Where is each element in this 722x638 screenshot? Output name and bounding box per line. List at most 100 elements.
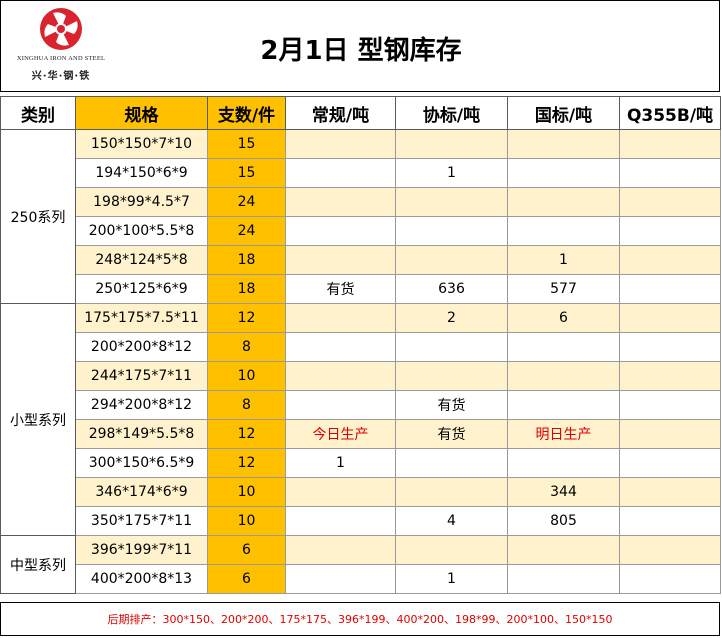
regular-cell [285,506,396,536]
table-row: 194*150*6*9 15 1 [1,158,721,188]
q355b-cell [619,419,721,449]
qty-cell: 8 [207,332,286,362]
association-standard-cell: 4 [395,506,508,536]
spec-cell: 396*199*7*11 [75,535,208,565]
regular-cell: 今日生产 [285,419,396,449]
table-row: 298*149*5.5*8 12 今日生产 有货 明日生产 [1,419,721,449]
table-row: 400*200*8*13 6 1 [1,564,721,594]
national-standard-cell [507,187,620,217]
q355b-cell [619,274,721,304]
table-row: 小型系列 175*175*7.5*11 12 2 6 [0,303,721,536]
national-standard-cell: 1 [507,245,620,275]
table-row: 200*100*5.5*8 24 [1,216,721,246]
q355b-cell [619,361,721,391]
qty-cell: 6 [207,564,286,594]
table-row: 250*125*6*9 18 有货 636 577 [1,274,721,304]
table-row: 350*175*7*11 10 4 805 [1,506,721,536]
table-row: 300*150*6.5*9 12 1 [1,448,721,478]
regular-cell [285,187,396,217]
qty-cell: 6 [207,535,286,565]
category-cell: 250系列 [0,129,76,304]
national-standard-cell [507,129,620,159]
spec-cell: 350*175*7*11 [75,506,208,536]
association-standard-cell [395,361,508,391]
regular-cell: 1 [285,448,396,478]
qty-cell: 24 [207,216,286,246]
spec-cell: 298*149*5.5*8 [75,419,208,449]
logo-chinese-text: 兴·华·钢·铁 [31,71,91,82]
company-logo: XINGHUA IRON AND STEEL 兴·华·钢·铁 [5,7,117,87]
national-standard-cell [507,564,620,594]
page-header: XINGHUA IRON AND STEEL 兴·华·钢·铁 2月1日 型钢库存 [0,0,720,92]
inventory-table: 类别 规格 支数/件 常规/吨 协标/吨 国标/吨 Q355B/吨 250系列 1… [0,96,721,594]
col-header-q355b: Q355B/吨 [619,96,721,130]
regular-cell [285,245,396,275]
q355b-cell [619,245,721,275]
q355b-cell [619,216,721,246]
q355b-cell [619,477,721,507]
production-schedule-note: 后期排产：300*150、200*200、175*175、396*199、400… [0,602,720,636]
qty-cell: 18 [207,274,286,304]
table-header-row: 类别 规格 支数/件 常规/吨 协标/吨 国标/吨 Q355B/吨 [0,96,721,130]
q355b-cell [619,187,721,217]
national-standard-cell: 344 [507,477,620,507]
association-standard-cell: 有货 [395,419,508,449]
spec-cell: 244*175*7*11 [75,361,208,391]
col-header-national-standard: 国标/吨 [507,96,620,130]
association-standard-cell [395,187,508,217]
q355b-cell [619,390,721,420]
qty-cell: 15 [207,158,286,188]
association-standard-cell [395,332,508,362]
national-standard-cell: 805 [507,506,620,536]
qty-cell: 15 [207,129,286,159]
national-standard-cell [507,361,620,391]
qty-cell: 24 [207,187,286,217]
table-row: 中型系列 396*199*7*11 6 [0,535,721,594]
regular-cell [285,390,396,420]
national-standard-cell [507,332,620,362]
national-standard-cell [507,535,620,565]
q355b-cell [619,129,721,159]
table-row: 244*175*7*11 10 [1,361,721,391]
q355b-cell [619,564,721,594]
regular-cell [285,303,396,333]
regular-cell [285,216,396,246]
national-standard-cell: 577 [507,274,620,304]
category-cell: 小型系列 [0,303,76,536]
q355b-cell [619,158,721,188]
association-standard-cell [395,477,508,507]
association-standard-cell [395,245,508,275]
association-standard-cell: 1 [395,564,508,594]
qty-cell: 12 [207,448,286,478]
regular-cell [285,158,396,188]
table-row: 200*200*8*12 8 [1,332,721,362]
spec-cell: 175*175*7.5*11 [75,303,208,333]
qty-cell: 10 [207,506,286,536]
spec-cell: 400*200*8*13 [75,564,208,594]
regular-cell [285,129,396,159]
spec-cell: 346*174*6*9 [75,477,208,507]
association-standard-cell: 636 [395,274,508,304]
association-standard-cell [395,129,508,159]
national-standard-cell: 明日生产 [507,419,620,449]
regular-cell [285,477,396,507]
regular-cell [285,535,396,565]
regular-cell [285,361,396,391]
spec-cell: 300*150*6.5*9 [75,448,208,478]
col-header-qty: 支数/件 [207,96,286,130]
association-standard-cell: 2 [395,303,508,333]
category-cell: 中型系列 [0,535,76,594]
table-row: 346*174*6*9 10 344 [1,477,721,507]
q355b-cell [619,448,721,478]
q355b-cell [619,303,721,333]
logo-emblem-icon [40,8,82,50]
national-standard-cell [507,216,620,246]
spec-cell: 248*124*5*8 [75,245,208,275]
page-title: 2月1日 型钢库存 [260,36,462,66]
national-standard-cell [507,448,620,478]
spec-cell: 200*100*5.5*8 [75,216,208,246]
table-row: 294*200*8*12 8 有货 [1,390,721,420]
regular-cell [285,332,396,362]
col-header-regular: 常规/吨 [285,96,396,130]
qty-cell: 12 [207,303,286,333]
